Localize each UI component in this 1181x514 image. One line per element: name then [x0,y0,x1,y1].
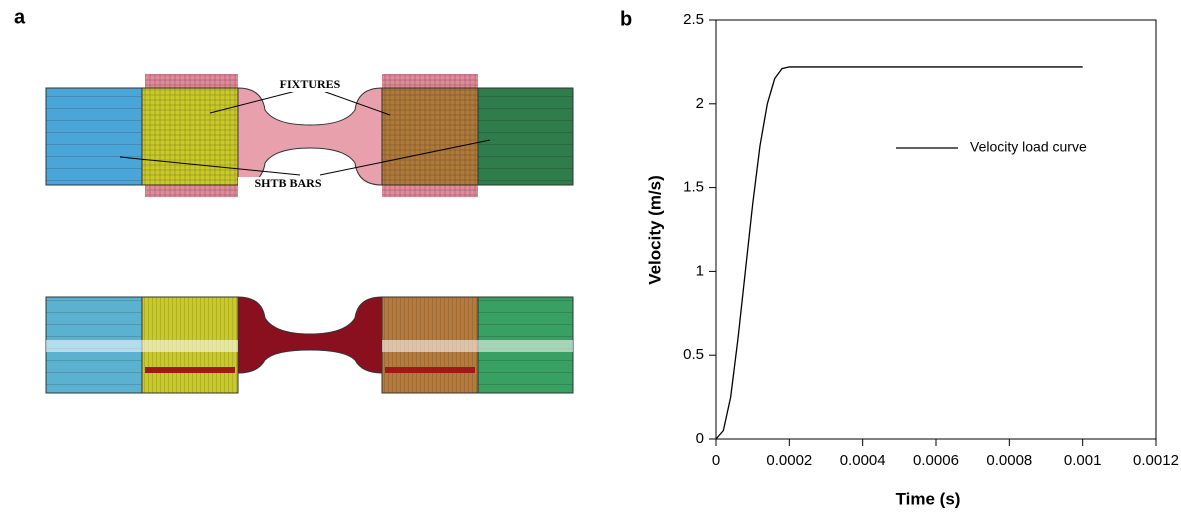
y-tick-label: 1 [696,262,704,279]
y-axis-label: Velocity (m/s) [645,175,664,285]
y-tick-label: 0.5 [683,346,704,363]
x-tick-label: 0.0004 [840,452,886,469]
y-tick-label: 1.5 [683,179,704,196]
figure: a b FIXTURES SHTB BARS [0,0,1181,514]
y-tick-label: 0 [696,430,704,447]
diagram-label: SHTB BARS [254,176,321,190]
x-axis-label: Time (s) [896,489,961,508]
plot-frame [716,20,1156,439]
x-tick-label: 0.0012 [1133,452,1179,469]
y-tick-label: 2.5 [683,11,704,28]
line [716,67,1083,439]
x-tick-label: 0 [712,452,720,469]
fe-model-top: FIXTURES SHTB BARS [46,74,573,197]
y-tick-label: 2 [696,95,704,112]
x-tick-label: 0.0006 [913,452,959,469]
x-tick-label: 0.0002 [766,452,812,469]
panel-label: a [14,6,26,28]
chart: Time (s) Velocity (m/s) 0 0.0002 0.0004 0.0… [645,11,1178,509]
fe-model-bottom [46,297,573,393]
diagram-label: FIXTURES [280,77,341,91]
page: a b FIXTURES SHTB BARS [0,0,1181,514]
panel-label: b [620,8,632,30]
x-tick-label: 0.0008 [986,452,1032,469]
x-tick-label: 0.001 [1064,452,1102,469]
legend-label: Velocity load curve [970,139,1087,155]
